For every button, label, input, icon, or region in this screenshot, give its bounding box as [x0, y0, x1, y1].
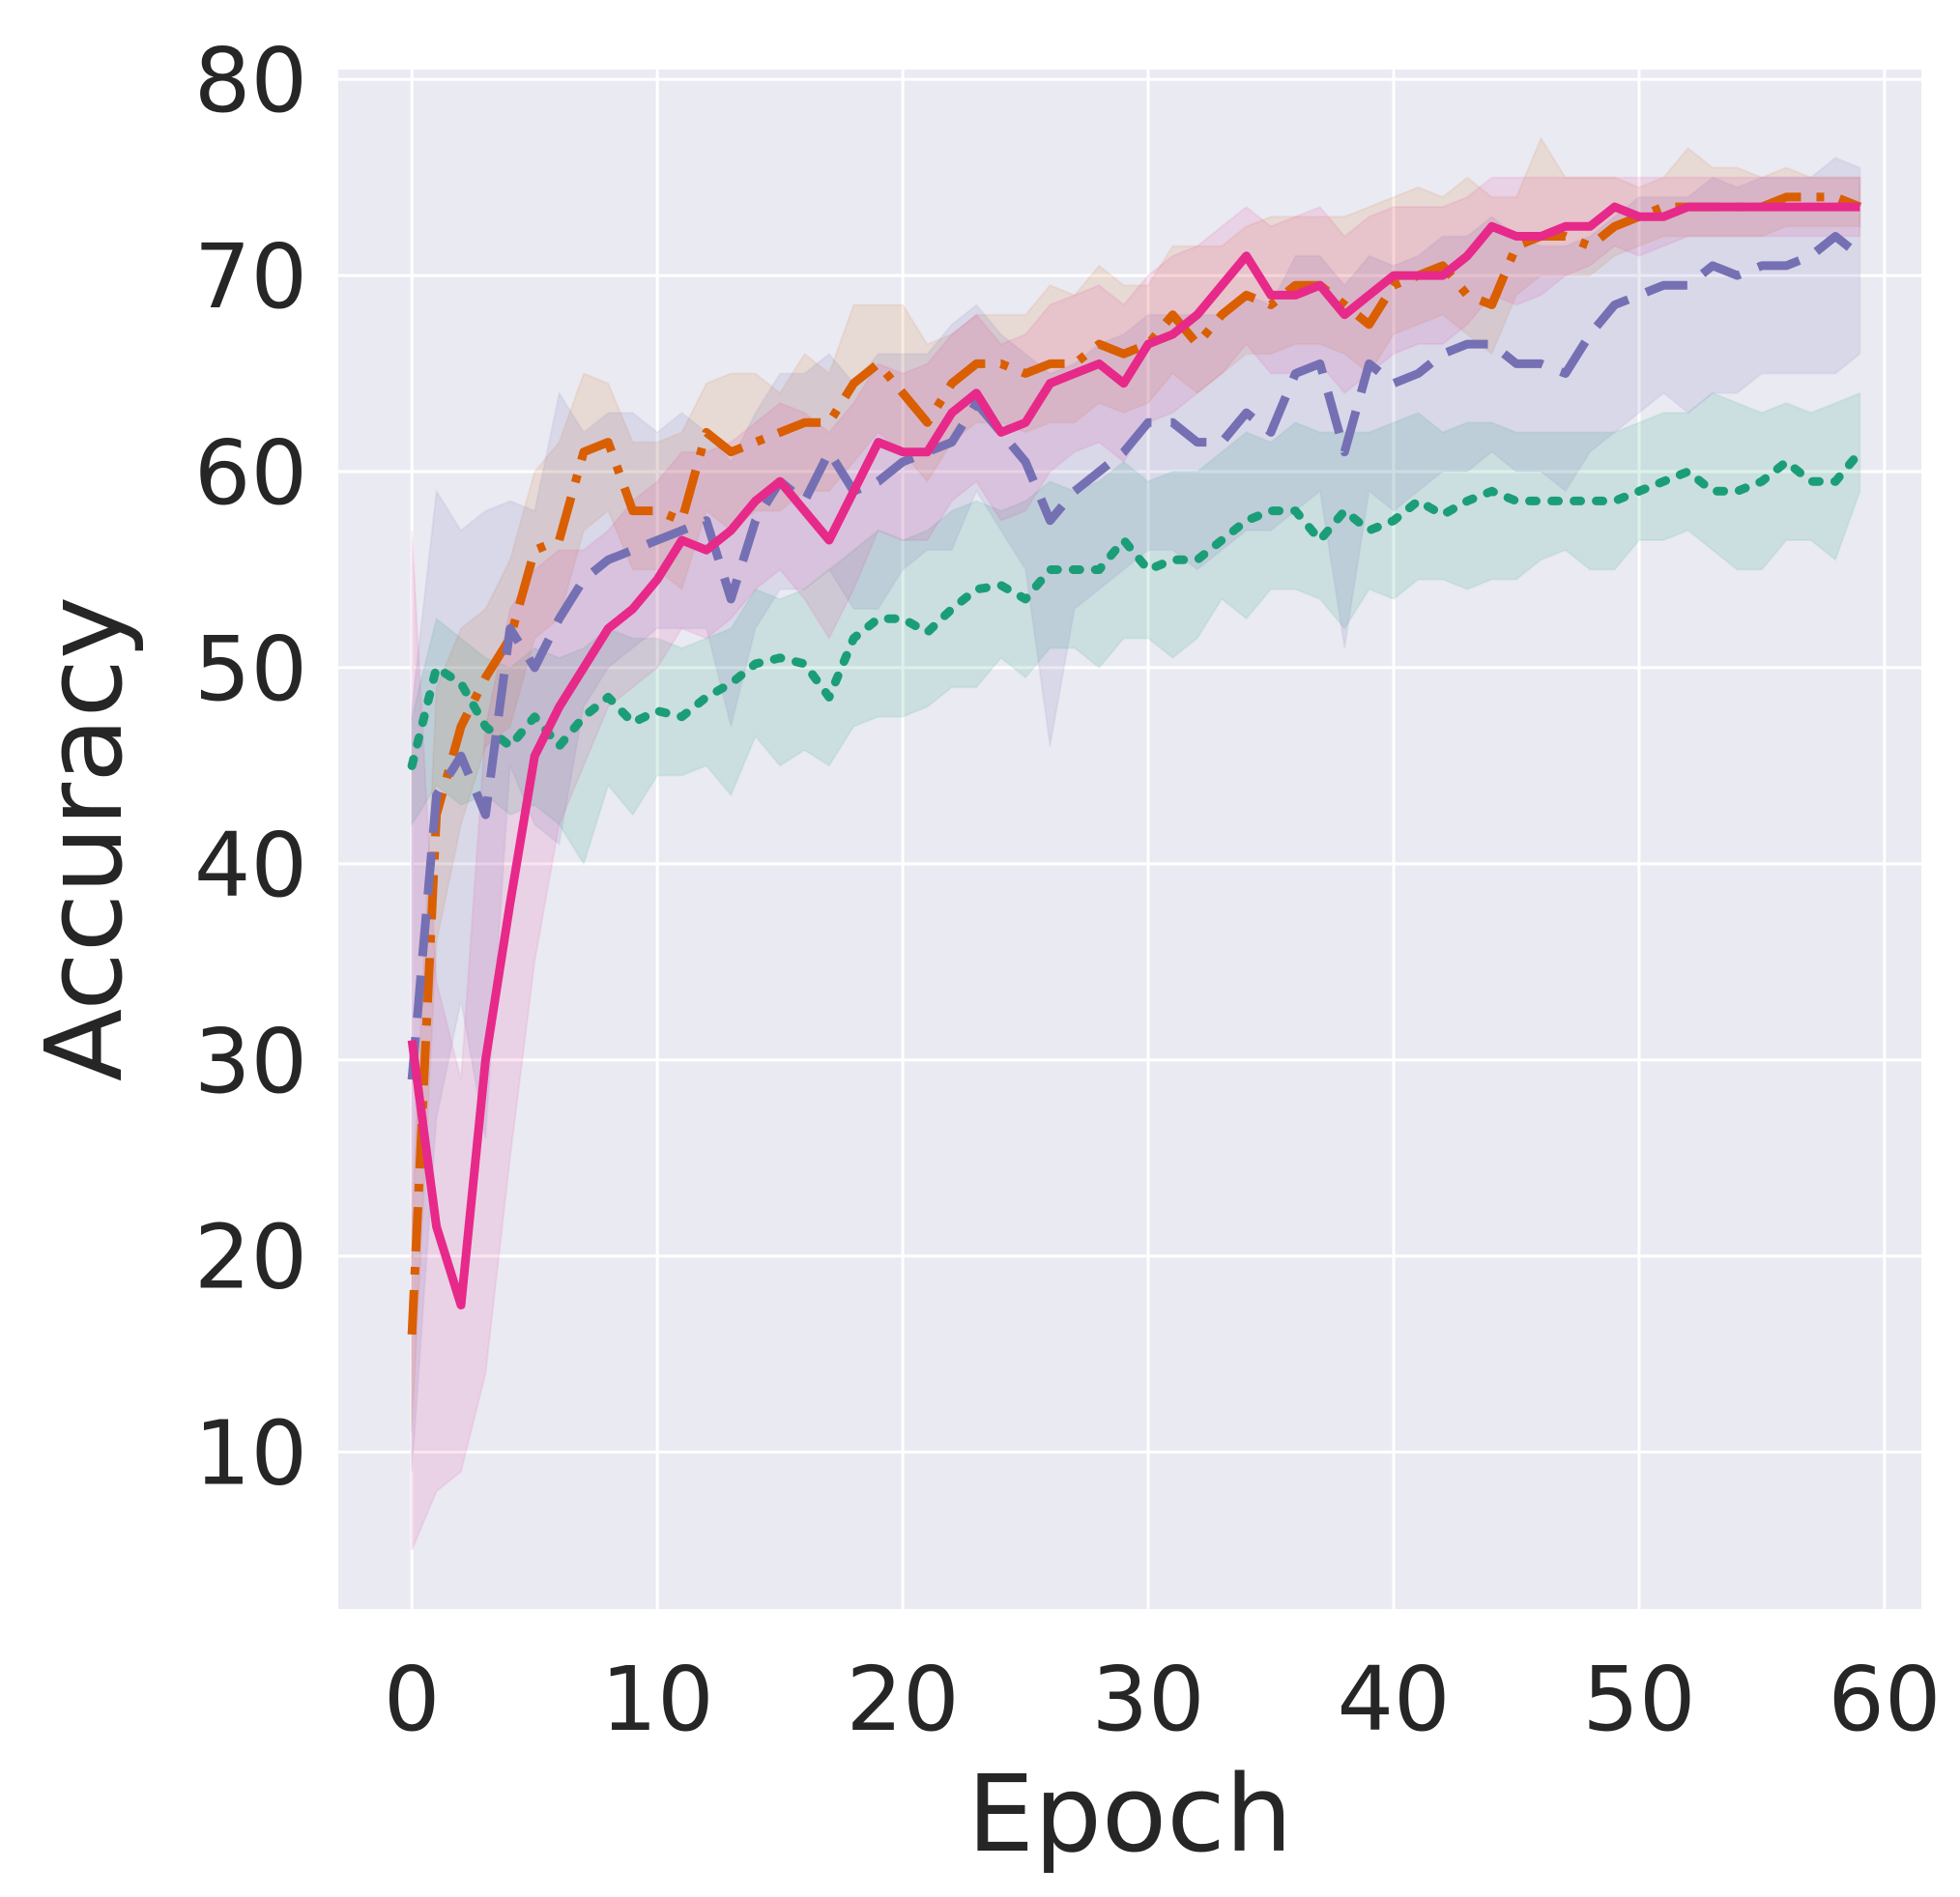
y-tick-label: 20 [194, 1206, 307, 1309]
x-tick-label: 20 [847, 1648, 960, 1751]
series-3-line [407, 232, 1863, 1080]
plot-area [338, 70, 1921, 1609]
y-tick-label: 80 [194, 29, 307, 132]
y-tick-label: 50 [194, 618, 307, 721]
y-tick-label: 30 [194, 1010, 307, 1113]
series-4-confidence-band [411, 176, 1861, 1551]
x-tick-label: 40 [1337, 1648, 1450, 1751]
series-4-line [407, 202, 1860, 1309]
x-tick-labels: 0 10 20 30 40 50 60 [384, 1648, 1942, 1751]
gridlines [338, 70, 1921, 1609]
series-1-confidence-band [411, 391, 1861, 867]
series-1-line [407, 447, 1864, 770]
y-tick-label: 10 [194, 1402, 307, 1506]
x-axis-title: Epoch [967, 1752, 1293, 1876]
x-tick-label: 50 [1582, 1648, 1695, 1751]
x-tick-label: 30 [1092, 1648, 1205, 1751]
series-2-line [407, 192, 1862, 1336]
y-tick-label: 60 [194, 421, 307, 525]
y-tick-labels: 10 20 30 40 50 60 70 80 [194, 29, 307, 1506]
x-tick-label: 0 [384, 1648, 441, 1751]
x-tick-label: 10 [601, 1648, 714, 1751]
series-2-confidence-band [411, 135, 1861, 1433]
y-tick-label: 40 [194, 814, 307, 917]
x-tick-label: 60 [1828, 1648, 1941, 1751]
series-lines [407, 192, 1864, 1336]
y-axis-title: Accuracy [22, 596, 146, 1081]
y-tick-label: 70 [194, 225, 307, 329]
